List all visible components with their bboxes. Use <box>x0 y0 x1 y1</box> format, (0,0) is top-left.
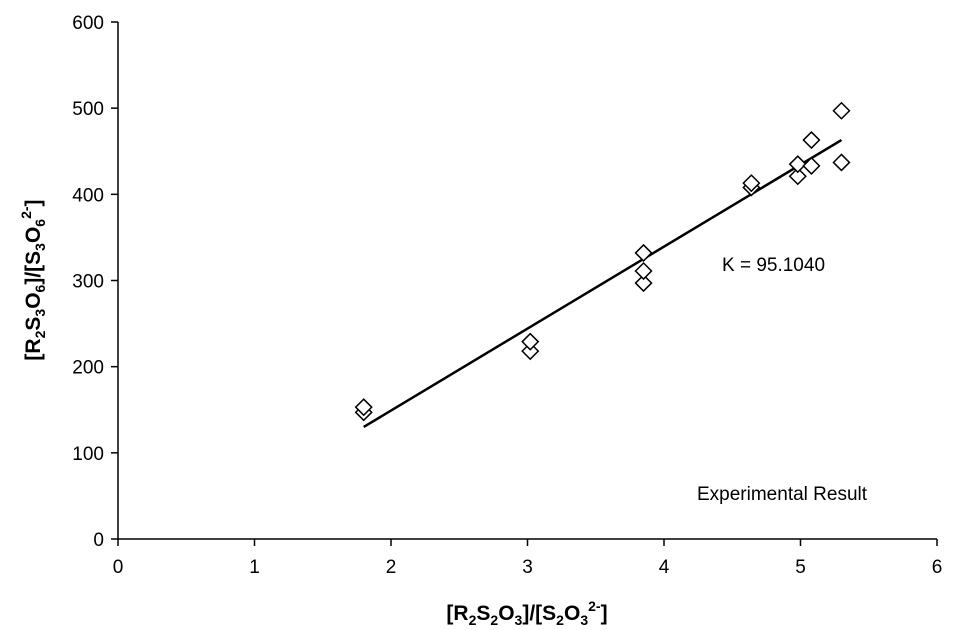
y-tick-label: 200 <box>72 358 104 379</box>
x-tick-label: 1 <box>249 557 260 578</box>
data-point-marker <box>802 156 821 175</box>
data-point-marker <box>832 101 851 120</box>
data-point-marker <box>802 130 821 150</box>
data-point-marker <box>788 167 807 186</box>
data-point-marker <box>521 332 540 351</box>
x-tick-label: 4 <box>659 557 670 578</box>
fit-line <box>363 138 843 429</box>
data-point-marker <box>634 261 653 281</box>
legend-label: Experimental Result <box>697 484 868 505</box>
y-axis-title: [R2S3O6]/[S3O62-] <box>18 199 48 360</box>
y-tick-label: 600 <box>72 13 104 34</box>
x-axis-title: [R2S2O3]/[S2O32-] <box>446 598 607 628</box>
data-point-marker <box>832 153 851 172</box>
data-point-marker <box>742 174 761 193</box>
x-tick-label: 3 <box>522 557 533 578</box>
y-tick-label: 400 <box>72 185 104 206</box>
x-tick-label: 5 <box>795 557 806 578</box>
data-point-marker <box>521 342 540 361</box>
data-points <box>354 101 851 422</box>
y-tick-label: 100 <box>72 444 104 465</box>
data-point-marker <box>788 155 807 174</box>
k-annotation: K = 95.1040 <box>722 255 825 276</box>
y-ticks: 0 100 200 300 400 500 600 <box>72 13 118 551</box>
x-tick-label: 2 <box>386 557 397 578</box>
y-tick-label: 500 <box>72 99 104 120</box>
y-tick-label: 0 <box>93 530 104 551</box>
y-tick-label: 300 <box>72 272 104 293</box>
x-ticks: 0 1 2 3 4 5 6 <box>113 539 943 578</box>
axes <box>117 22 937 540</box>
data-point-marker <box>634 274 653 293</box>
x-tick-label: 6 <box>932 557 943 578</box>
x-tick-label: 0 <box>113 557 124 578</box>
data-point-marker <box>354 398 373 417</box>
data-point-marker <box>634 243 653 262</box>
